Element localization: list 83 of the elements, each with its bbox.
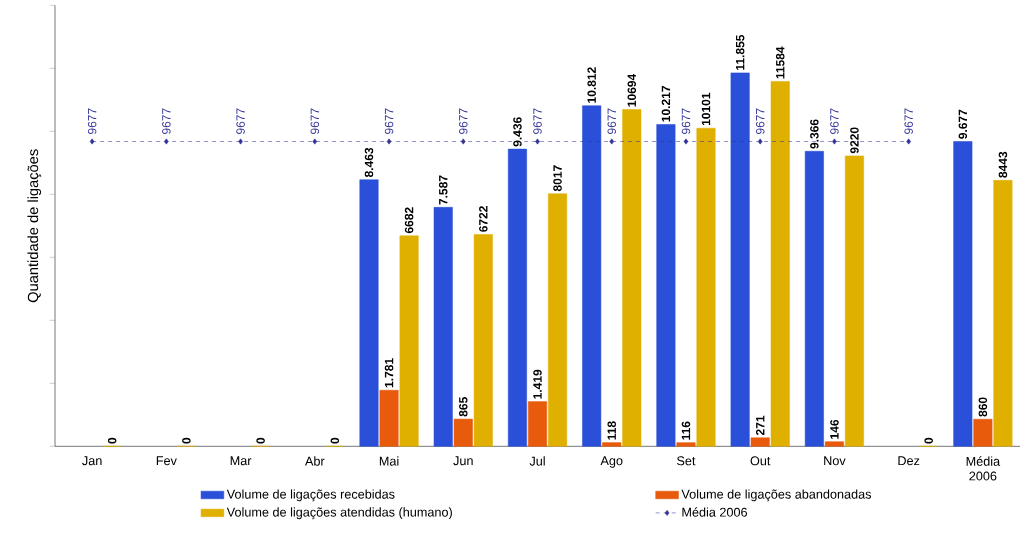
data-label: 9677 xyxy=(533,108,542,134)
data-label: 8.463 xyxy=(364,147,374,177)
x-tick-label: Jun xyxy=(453,456,473,466)
bar xyxy=(824,441,844,447)
bar xyxy=(528,401,547,447)
bar xyxy=(548,193,568,447)
data-label: 9677 xyxy=(310,108,320,134)
data-label: 9.366 xyxy=(810,119,819,149)
data-label: 10694 xyxy=(627,73,637,107)
x-tick-label: Jan xyxy=(82,456,102,466)
data-label: 8443 xyxy=(998,151,1008,178)
data-label: 0 xyxy=(107,437,117,444)
data-label: 146 xyxy=(830,419,839,439)
data-label: 9677 xyxy=(162,108,171,134)
legend-label: Volume de ligações abandonadas xyxy=(681,489,872,502)
bar xyxy=(696,127,716,447)
data-label: 7.587 xyxy=(438,175,448,205)
x-tick-label: Mar xyxy=(230,456,252,466)
bar xyxy=(453,418,473,447)
data-label: 9677 xyxy=(459,108,468,134)
bar xyxy=(473,234,493,447)
x-tick-label: Out xyxy=(750,456,771,466)
x-tick-label: Mai xyxy=(379,456,399,466)
data-label: 9220 xyxy=(850,127,859,154)
bar xyxy=(844,155,864,447)
data-label: 271 xyxy=(755,415,765,435)
bar xyxy=(399,235,419,447)
x-tick-label: Abr xyxy=(304,456,325,466)
data-label: 9677 xyxy=(681,108,691,134)
data-label: 118 xyxy=(607,421,616,440)
data-label: 8017 xyxy=(553,165,562,191)
data-label: 1.419 xyxy=(533,369,542,399)
x-tick-label: Jul xyxy=(529,456,545,466)
data-label: 860 xyxy=(978,397,988,417)
data-label: 9677 xyxy=(904,108,913,134)
bar xyxy=(433,206,453,447)
bar xyxy=(953,141,973,447)
data-label: 10.812 xyxy=(587,67,596,103)
data-label: 9677 xyxy=(384,108,394,134)
data-label: 9677 xyxy=(607,108,616,134)
bar xyxy=(750,437,770,447)
data-label: 9677 xyxy=(236,108,245,134)
bar xyxy=(507,148,527,447)
data-label: 10101 xyxy=(701,92,711,125)
bar xyxy=(379,389,399,447)
data-label: 116 xyxy=(681,421,691,440)
bar xyxy=(602,442,622,447)
bar xyxy=(622,109,642,447)
x-tick-label: Fev xyxy=(156,456,177,466)
data-label: 0 xyxy=(330,437,340,444)
x-tick-label: Ago xyxy=(600,456,623,468)
bar xyxy=(973,418,993,447)
data-label: 11584 xyxy=(775,46,785,79)
y-axis-title: Quantidade de ligações xyxy=(27,149,42,303)
data-label: 1.781 xyxy=(384,358,394,388)
data-label: 6722 xyxy=(479,205,488,232)
data-label: 9677 xyxy=(830,108,839,134)
bar xyxy=(359,179,379,447)
legend-label: Volume de ligações recebidas xyxy=(226,489,395,502)
data-label: 9677 xyxy=(87,108,97,134)
data-label: 9.677 xyxy=(958,109,968,139)
data-label: 0 xyxy=(924,437,933,444)
bar xyxy=(770,81,790,447)
bar xyxy=(804,150,824,447)
x-tick-label: Dez xyxy=(898,456,920,466)
data-label: 9677 xyxy=(755,108,765,134)
x-tick-label: Nov xyxy=(824,456,846,466)
bar xyxy=(656,124,676,447)
legend-label: Média 2006 xyxy=(682,507,748,517)
data-label: 9.436 xyxy=(513,117,522,147)
data-label: 865 xyxy=(459,396,468,417)
data-label: 11.855 xyxy=(735,34,745,70)
data-label: 6682 xyxy=(404,207,414,233)
bar xyxy=(676,442,696,447)
legend-label: Volume de ligações atendidas (humano) xyxy=(226,507,452,520)
bar xyxy=(730,72,750,447)
data-label: 10.217 xyxy=(661,85,671,122)
x-tick-label: Média 2006 xyxy=(966,456,1001,481)
x-tick-label: Set xyxy=(677,456,696,466)
bar xyxy=(993,179,1013,447)
data-label: 0 xyxy=(256,437,265,444)
bar xyxy=(582,105,602,447)
data-label: 0 xyxy=(182,437,191,444)
